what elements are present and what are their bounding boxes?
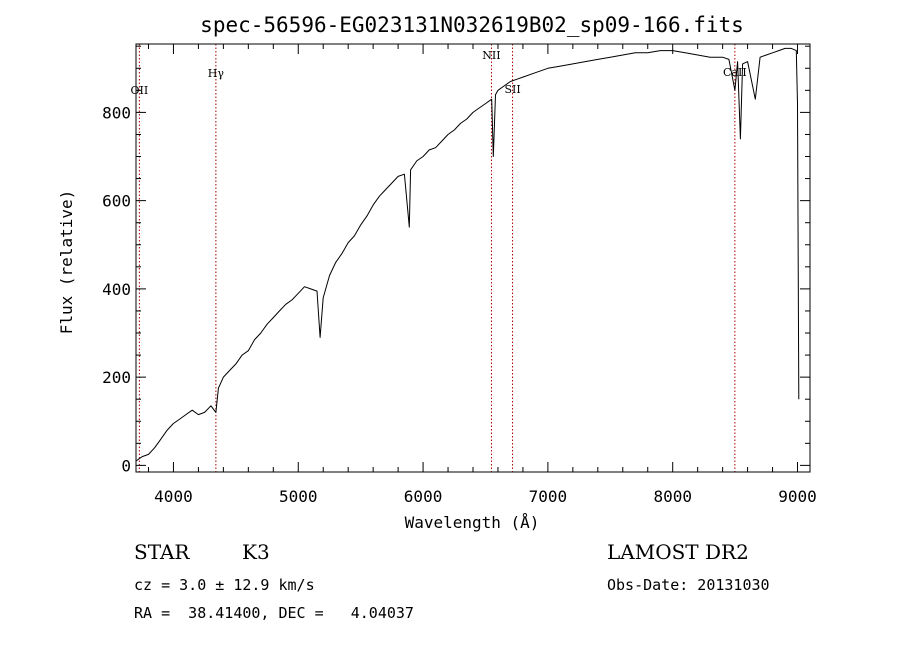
redshift-text: cz = 3.0 ± 12.9 km/s	[134, 576, 315, 594]
y-tick-label: 800	[102, 103, 131, 122]
x-tick-label: 7000	[529, 487, 568, 506]
y-axis-label: Flux (relative)	[57, 190, 76, 335]
y-tick-label: 0	[121, 456, 131, 475]
y-tick-label: 600	[102, 192, 131, 211]
spectral-line-label: Hγ	[208, 67, 225, 80]
object-subclass: K3	[242, 540, 270, 564]
obs-date-text: Obs-Date: 20131030	[607, 576, 770, 594]
chart-title: spec-56596-EG023131N032619B02_sp09-166.f…	[200, 13, 744, 37]
y-tick-label: 400	[102, 280, 131, 299]
object-class: STAR	[134, 540, 190, 564]
x-tick-label: 9000	[778, 487, 817, 506]
survey-name: LAMOST DR2	[607, 540, 749, 564]
plot-frame	[135, 43, 811, 473]
spectrum-series-line	[135, 47, 800, 462]
spectral-line-label: CaII	[723, 66, 747, 79]
x-tick-label: 5000	[279, 487, 318, 506]
spectral-line-label: SII	[504, 83, 520, 96]
y-tick-label: 200	[102, 368, 131, 387]
x-tick-label: 4000	[154, 487, 193, 506]
x-tick-label: 8000	[653, 487, 692, 506]
spectral-line-label: NII	[482, 49, 500, 62]
x-tick-label: 6000	[404, 487, 443, 506]
x-axis-label: Wavelength (Å)	[405, 513, 540, 532]
coordinates-text: RA = 38.41400, DEC = 4.04037	[134, 604, 414, 622]
